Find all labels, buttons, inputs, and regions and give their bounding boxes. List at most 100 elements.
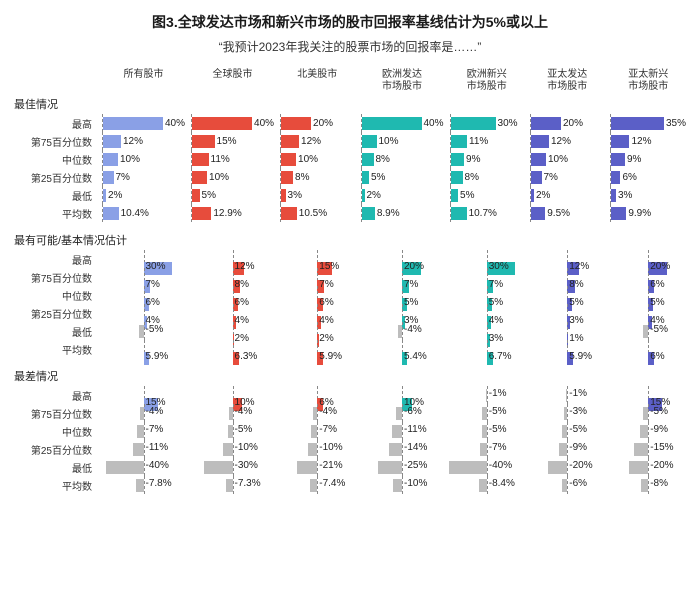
bar-value: -7.8% — [146, 478, 172, 489]
bar-value: 12% — [123, 136, 143, 147]
bar — [451, 117, 496, 130]
bar-cell: 5.4% — [361, 340, 444, 358]
axis-line — [567, 440, 568, 458]
bar-cell: -5% — [610, 404, 686, 422]
axis-line — [402, 322, 403, 340]
bar-cell: 12% — [530, 250, 604, 268]
axis-line — [648, 404, 649, 422]
bar-value: 5% — [202, 190, 216, 201]
bar-value: 12.9% — [213, 208, 241, 219]
bar-value: 9.5% — [547, 208, 570, 219]
bar — [136, 479, 143, 492]
bar-cell: 10.7% — [450, 204, 524, 222]
bar-value: 2% — [367, 190, 381, 201]
axis-line — [144, 322, 145, 340]
bar-cell: -8% — [610, 476, 686, 494]
bar-cell: -15% — [610, 440, 686, 458]
axis-line — [317, 458, 318, 476]
bar-value: -9% — [650, 424, 668, 435]
bar-cell: 20% — [530, 114, 604, 132]
axis-line — [487, 404, 488, 422]
bar-cell: 8% — [530, 268, 604, 286]
bar-value: -4% — [146, 406, 164, 417]
bar — [140, 407, 144, 420]
bar-cell: -30% — [191, 458, 274, 476]
bar-value: -6% — [569, 478, 587, 489]
axis-line — [144, 404, 145, 422]
axis-line — [317, 476, 318, 494]
bar-cell: 4% — [102, 304, 185, 322]
bar-value: -6% — [404, 406, 422, 417]
bar-value: -7% — [489, 442, 507, 453]
bar — [137, 425, 144, 438]
bar — [103, 189, 106, 202]
bar-cell: 5% — [191, 186, 274, 204]
row-label: 第75百分位数 — [14, 268, 96, 286]
axis-line — [402, 440, 403, 458]
axis-line — [487, 440, 488, 458]
bar-value: 10% — [548, 154, 568, 165]
bar-cell: 9.9% — [610, 204, 686, 222]
bar — [281, 117, 311, 130]
bar-cell: -5% — [450, 422, 524, 440]
bar-cell: 10% — [191, 386, 274, 404]
bar-value: -7% — [146, 424, 164, 435]
bar — [611, 153, 625, 166]
bar-cell: -4% — [361, 322, 444, 340]
bar-cell: -10% — [361, 476, 444, 494]
bar — [313, 407, 317, 420]
bar — [281, 171, 293, 184]
bar-value: 35% — [666, 118, 686, 129]
bar-cell: -20% — [610, 458, 686, 476]
bar-cell: -1% — [530, 386, 604, 404]
bar-cell: -11% — [102, 440, 185, 458]
bar — [531, 117, 561, 130]
bar — [281, 153, 296, 166]
bar-cell: -3% — [530, 404, 604, 422]
bar-cell: 2% — [361, 186, 444, 204]
bar-cell: -4% — [280, 404, 354, 422]
bar-value: 11% — [469, 136, 488, 147]
bar-value: -5% — [650, 406, 668, 417]
row-label: 中位数 — [14, 150, 96, 168]
bar — [482, 425, 487, 438]
bar-cell: 6% — [191, 286, 274, 304]
bar-cell: -1% — [450, 386, 524, 404]
bar-cell: 7% — [450, 268, 524, 286]
row-label: 最高 — [14, 114, 96, 132]
bar-cell: 5.9% — [530, 340, 604, 358]
axis-line — [567, 458, 568, 476]
bar — [451, 153, 465, 166]
axis-line — [648, 440, 649, 458]
bar-cell: 30% — [102, 250, 185, 268]
axis-line — [402, 458, 403, 476]
axis-line — [567, 386, 568, 404]
bar-cell: 15% — [280, 250, 354, 268]
bar-cell: 2% — [102, 186, 185, 204]
axis-line — [144, 476, 145, 494]
row-label: 最高 — [14, 386, 96, 404]
bar-cell: 8% — [191, 268, 274, 286]
bar — [192, 135, 215, 148]
bar-cell: -5% — [530, 422, 604, 440]
bar-value: 40% — [254, 118, 274, 129]
bar-value: -5% — [489, 406, 507, 417]
bar-value: 6.3% — [235, 351, 258, 362]
bar-cell: 6% — [280, 386, 354, 404]
bar — [559, 443, 568, 456]
bar-cell: 10.5% — [280, 204, 354, 222]
bar-cell: -6% — [530, 476, 604, 494]
bar — [611, 189, 616, 202]
chart-title: 图3.全球发达市场和新兴市场的股市回报率基线估计为5%或以上 — [14, 12, 686, 32]
bar-cell: -9% — [610, 422, 686, 440]
bar-value: 15% — [217, 136, 237, 147]
bar-cell: -7% — [102, 422, 185, 440]
bar-cell: 35% — [610, 114, 686, 132]
bar-cell: 2% — [530, 186, 604, 204]
axis-line — [144, 422, 145, 440]
bar — [362, 117, 422, 130]
bar-cell: 10% — [191, 168, 274, 186]
bar — [566, 389, 567, 402]
axis-line — [648, 422, 649, 440]
bar-value: 10.5% — [299, 208, 327, 219]
